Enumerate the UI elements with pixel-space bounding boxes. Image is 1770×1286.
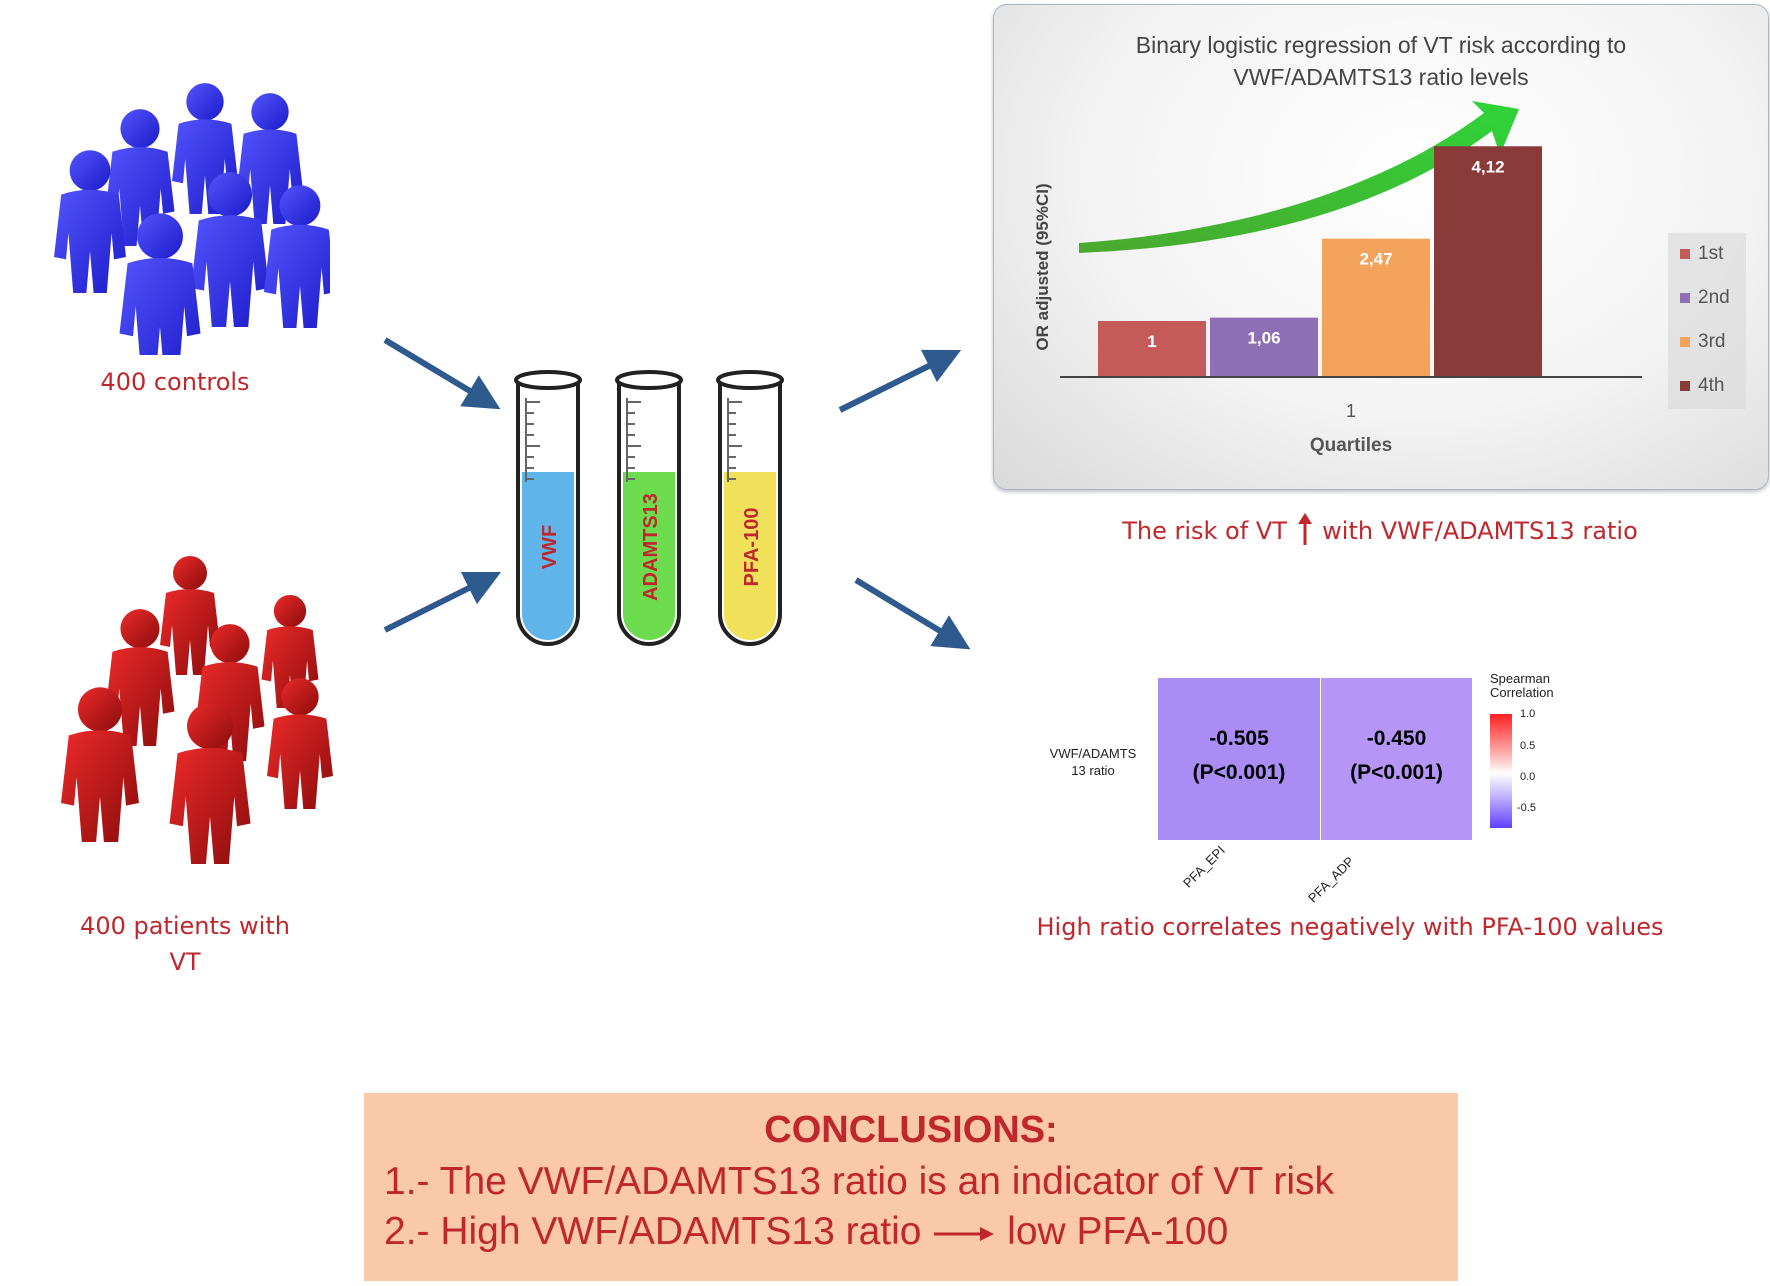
- tube-label-adamts13: ADAMTS13: [640, 493, 662, 601]
- patients-caption-line2: VT: [169, 948, 201, 976]
- tube-liquid: [623, 472, 675, 640]
- tube-glass: [718, 380, 782, 646]
- heatmap-cell-epi: -0.505 (P<0.001): [1158, 678, 1321, 840]
- conclusions-title: CONCLUSIONS:: [764, 1109, 1058, 1151]
- bar-label-3rd: 2,47: [1359, 250, 1392, 269]
- conclusion-2: 2.- High VWF/ADAMTS13 ratio low PFA-100: [384, 1210, 1458, 1254]
- heatmap-cell-adp-value: -0.450: [1366, 727, 1427, 750]
- or-bar-chart: Binary logistic regression of VT risk ac…: [1033, 32, 1746, 456]
- tube-liquid: [522, 472, 574, 640]
- conclusion-1: 1.- The VWF/ADAMTS13 ratio is an indicat…: [384, 1160, 1335, 1203]
- bar-4th: [1434, 146, 1542, 377]
- legend-label-1st: 1st: [1698, 243, 1724, 264]
- test-tube-vwf: VWF: [514, 370, 582, 646]
- arrow-tubes-to-chart: [838, 349, 962, 413]
- right-arrow-icon: [934, 1226, 995, 1241]
- colorbar-tick-4: -0.5: [1517, 802, 1536, 814]
- patients-caption-line1: 400 patients with: [80, 912, 290, 940]
- x-axis-label: Quartiles: [1310, 435, 1392, 456]
- legend-box: [1668, 233, 1746, 409]
- bar-label-2nd: 1,06: [1247, 329, 1280, 348]
- tube-rim: [716, 370, 784, 390]
- heatmap-cell-adp-pvalue: (P<0.001): [1350, 761, 1443, 784]
- heatmap-row-label-line1: VWF/ADAMTS: [1049, 746, 1137, 761]
- test-tube-pfa-100: PFA-100: [716, 370, 784, 646]
- tube-liquid: [724, 472, 776, 640]
- risk-caption-end: with VWF/ADAMTS13 ratio: [1322, 517, 1638, 545]
- test-tube-adamts13: ADAMTS13: [615, 370, 683, 646]
- conclusion-2-end: low PFA-100: [1007, 1210, 1229, 1253]
- colorbar-gradient: [1490, 714, 1512, 828]
- arrow-controls-to-tubes: [383, 337, 501, 410]
- tube-glass: [516, 380, 580, 646]
- controls-caption: 400 controls: [100, 368, 250, 396]
- risk-caption-start: The risk of VT: [1122, 517, 1287, 545]
- bar-label-1st: 1: [1147, 332, 1156, 351]
- conclusions-box: CONCLUSIONS: 1.- The VWF/ADAMTS13 ratio …: [364, 1093, 1458, 1281]
- arrow-patients-to-tubes: [383, 571, 502, 633]
- colorbar-title: Spearman Correlation: [1490, 672, 1554, 700]
- heatmap-row-label-line2: 13 ratio: [1071, 763, 1115, 778]
- test-tubes-image: VWF ADAMTS13 PFA-100: [498, 352, 814, 652]
- tube-label-vwf: VWF: [539, 525, 561, 569]
- colorbar-tick-3: 0.0: [1520, 771, 1536, 783]
- legend-label-3rd: 3rd: [1698, 331, 1725, 352]
- legend-swatch-1st: [1680, 249, 1690, 259]
- correlation-caption: High ratio correlates negatively with PF…: [1036, 913, 1664, 941]
- legend-label-4th: 4th: [1698, 375, 1724, 396]
- legend-swatch-2nd: [1680, 293, 1690, 303]
- heatmap-cell-epi-pvalue: (P<0.001): [1192, 761, 1286, 784]
- colorbar-title-line1: Spearman: [1490, 671, 1550, 686]
- legend-label-2nd: 2nd: [1698, 287, 1730, 308]
- chart-title-line2: VWF/ADAMTS13 ratio levels: [1233, 64, 1528, 90]
- heatmap-cell-adp: -0.450 (P<0.001): [1321, 678, 1472, 840]
- colorbar-tick-2: 0.5: [1520, 740, 1536, 752]
- up-arrow-icon: [1297, 513, 1312, 545]
- tube-rim: [514, 370, 582, 390]
- bar-2nd: [1210, 317, 1318, 377]
- bar-3rd: [1322, 238, 1430, 377]
- colorbar-title-line2: Correlation: [1490, 685, 1554, 700]
- y-axis-label: OR adjusted (95%CI): [1033, 183, 1052, 350]
- or-bar-chart-panel: Binary logistic regression of VT risk ac…: [993, 4, 1769, 490]
- heatmap-cell-epi-value: -0.505: [1209, 727, 1269, 750]
- tube-glass: [617, 380, 681, 646]
- arrow-tubes-to-heatmap: [854, 577, 971, 650]
- bar-label-4th: 4,12: [1471, 157, 1504, 176]
- risk-caption: The risk of VT with VWF/ADAMTS13 ratio: [1040, 512, 1720, 546]
- tube-rim: [615, 370, 683, 390]
- x-tick-label: 1: [1346, 401, 1356, 421]
- legend-swatch-3rd: [1680, 337, 1690, 347]
- bar-1st: [1098, 321, 1206, 377]
- colorbar-tick-1: 1.0: [1520, 708, 1536, 720]
- tube-label-pfa-100: PFA-100: [741, 508, 763, 587]
- chart-title-line1: Binary logistic regression of VT risk ac…: [1136, 32, 1626, 58]
- conclusion-2-start: 2.- High VWF/ADAMTS13 ratio: [384, 1210, 922, 1253]
- heatmap-row-label: VWF/ADAMTS 13 ratio: [1028, 745, 1158, 779]
- legend-swatch-4th: [1680, 381, 1690, 391]
